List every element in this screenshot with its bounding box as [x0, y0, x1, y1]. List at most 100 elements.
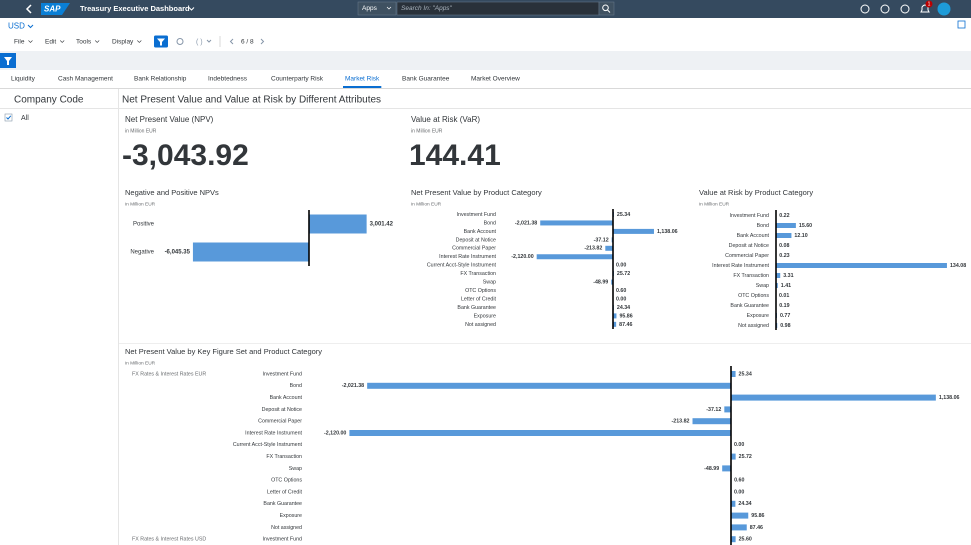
chart: Value at Risk by Product Category in Mill…: [699, 188, 966, 330]
value-label: 25.72: [617, 271, 630, 277]
category-label: Bank Guarantee: [457, 305, 496, 311]
bar: [731, 524, 747, 531]
tab[interactable]: Cash Management: [58, 76, 113, 83]
bar: [309, 214, 367, 234]
help-chat-button[interactable]: [880, 4, 890, 14]
category-label: Current Acct-Style Instrument: [427, 263, 497, 269]
back-button[interactable]: [25, 4, 32, 14]
category-label: Commercial Paper: [725, 253, 769, 259]
chart-subtitle: in Million EUR: [411, 201, 442, 207]
next-page[interactable]: [260, 38, 265, 45]
bar: [776, 223, 796, 228]
chart: Net Present Value by Product Category in …: [411, 188, 678, 329]
category-label: Commercial Paper: [452, 246, 496, 252]
bar: [731, 500, 736, 507]
category-label: OTC Options: [271, 478, 302, 484]
category-label: Exposure: [747, 313, 769, 319]
category-label: Bank Account: [464, 229, 497, 235]
refresh-button[interactable]: [176, 38, 184, 45]
chart-title: Net Present Value by Product Category: [411, 188, 542, 197]
value-label: 12.10: [794, 233, 807, 239]
user-avatar[interactable]: [937, 2, 951, 16]
bar: [349, 430, 731, 436]
menu-item[interactable]: Edit: [45, 39, 56, 46]
bar: [367, 382, 731, 389]
copilot-button[interactable]: [860, 4, 870, 14]
filter-option[interactable]: All: [21, 115, 29, 122]
bar: [776, 273, 781, 278]
tab[interactable]: Bank Guarantee: [402, 76, 450, 83]
category-label: Positive: [133, 222, 155, 228]
tab[interactable]: Market Overview: [471, 76, 520, 83]
checkbox[interactable]: [4, 113, 13, 122]
category-label: Swap: [289, 466, 302, 472]
value-label: -213.82: [584, 246, 602, 252]
category-label: Interest Rate Instrument: [245, 430, 302, 436]
bar: [605, 245, 613, 251]
bar: [776, 283, 778, 288]
value-label: 1,138.06: [657, 229, 678, 235]
tab[interactable]: Indebtedness: [208, 76, 248, 83]
value-label: 24.34: [617, 305, 630, 311]
logo[interactable]: [41, 3, 70, 15]
tab[interactable]: Liquidity: [11, 76, 36, 83]
tabs: Liquidity Cash Management Bank Relationshi…: [11, 76, 520, 88]
menu-item[interactable]: File: [14, 39, 25, 46]
bar: [613, 313, 617, 319]
category-label: Letter of Credit: [461, 296, 497, 302]
bar: [611, 279, 613, 285]
category-label: Deposit at Notice: [456, 237, 496, 243]
variable-button[interactable]: ( ): [196, 39, 203, 46]
title-chevron[interactable]: [188, 7, 195, 11]
value-label: 0.19: [779, 303, 789, 309]
notifications-button[interactable]: [920, 4, 930, 13]
pager: 6 / 8: [241, 39, 254, 46]
variable-chevron: [206, 39, 212, 43]
tab[interactable]: Bank Relationship: [134, 76, 187, 83]
category-label: Investment Fund: [263, 371, 303, 377]
tab[interactable]: Counterparty Risk: [271, 76, 324, 83]
kpi-value: 144.41: [409, 139, 501, 172]
filter-bar: [0, 51, 971, 70]
currency-select[interactable]: USD: [8, 22, 25, 31]
menu-item[interactable]: Tools: [76, 39, 92, 46]
category-label: Exposure: [474, 313, 496, 319]
help-button[interactable]: [900, 4, 910, 14]
value-label: -2,120.00: [511, 254, 533, 260]
menu-chevron: [59, 40, 65, 43]
value-label: 0.08: [779, 243, 789, 249]
header: [0, 18, 971, 50]
value-label: 0.00: [616, 296, 626, 302]
value-label: 3,001.42: [370, 222, 394, 228]
value-label: 0.00: [734, 489, 744, 495]
category-label: FX Transaction: [460, 271, 496, 277]
bar: [731, 512, 749, 519]
category-label: FX Transaction: [266, 454, 302, 460]
category-label: Interest Rate Instrument: [439, 254, 496, 260]
value-label: 0.00: [616, 263, 626, 269]
chart-subtitle: in Million EUR: [125, 360, 156, 366]
open-new-button[interactable]: [957, 20, 966, 29]
menu-item[interactable]: Display: [112, 39, 134, 46]
search-icon: [607, 9, 611, 13]
bar: [613, 228, 654, 234]
bar: [776, 233, 792, 238]
category-label: Bank Account: [270, 395, 303, 401]
app-title[interactable]: Treasury Executive Dashboard: [80, 4, 190, 13]
value-label: 0.60: [616, 288, 626, 294]
category-label: FX Transaction: [733, 273, 769, 279]
chart-title: Net Present Value by Key Figure Set and …: [125, 347, 322, 356]
scope-select[interactable]: [357, 1, 397, 16]
bar: [731, 536, 736, 543]
category-label: Bank Account: [737, 233, 770, 239]
category-label: Deposit at Notice: [729, 243, 769, 249]
search-button[interactable]: [598, 1, 615, 16]
prev-page[interactable]: [229, 38, 234, 45]
tab[interactable]: Market Risk: [345, 76, 380, 83]
menu-chevron: [28, 40, 33, 43]
category-label: OTC Options: [465, 288, 496, 294]
category-label: Investment Fund: [730, 213, 770, 219]
bar: [536, 254, 613, 260]
